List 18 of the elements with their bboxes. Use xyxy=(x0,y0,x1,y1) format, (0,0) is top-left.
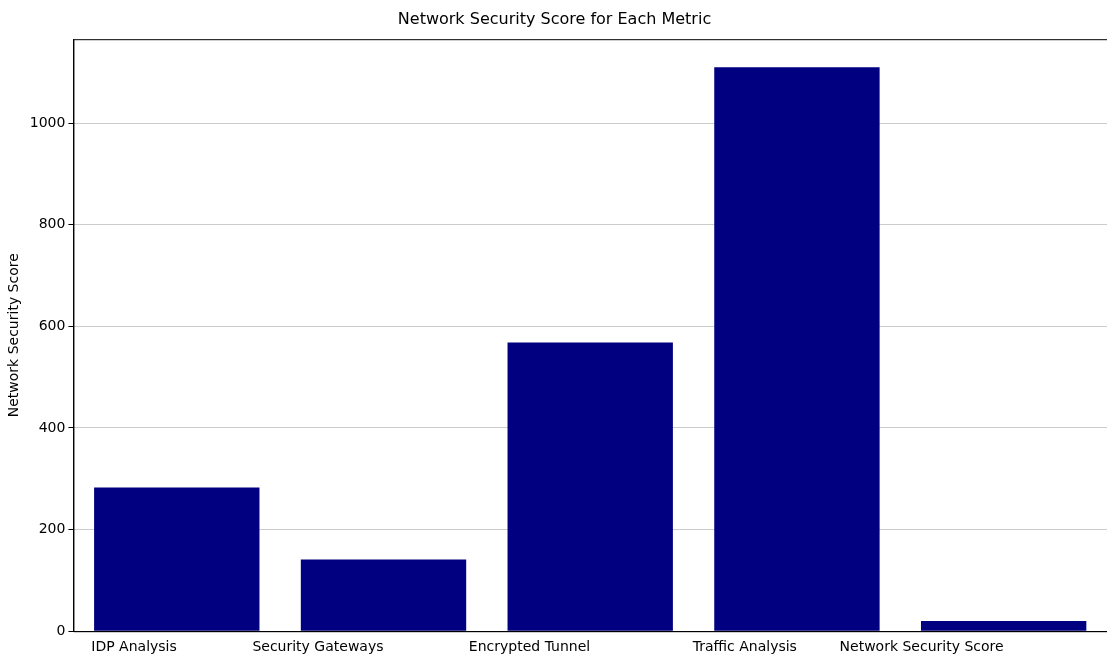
y-tick-label: 1000 xyxy=(29,113,66,130)
bar xyxy=(714,67,880,631)
y-axis-title: Network Security Score xyxy=(5,253,22,418)
y-tick-label: 200 xyxy=(38,520,66,537)
y-tick-label: 0 xyxy=(56,621,66,638)
bar xyxy=(920,621,1087,631)
y-tick-label: 800 xyxy=(38,215,66,232)
bar xyxy=(94,487,260,631)
x-tick-label: IDP Analysis xyxy=(91,638,177,655)
x-tick-label: Network Security Score xyxy=(839,638,1004,655)
y-tick-label: 400 xyxy=(38,418,66,435)
bar xyxy=(507,342,673,631)
x-tick-label: Encrypted Tunnel xyxy=(468,638,591,655)
chart-title: Network Security Score for Each Metric xyxy=(397,8,712,28)
y-tick-label: 600 xyxy=(38,316,66,333)
bar xyxy=(300,559,467,631)
x-tick-label: Traffic Analysis xyxy=(691,638,797,655)
x-tick-label: Security Gateways xyxy=(252,638,384,655)
